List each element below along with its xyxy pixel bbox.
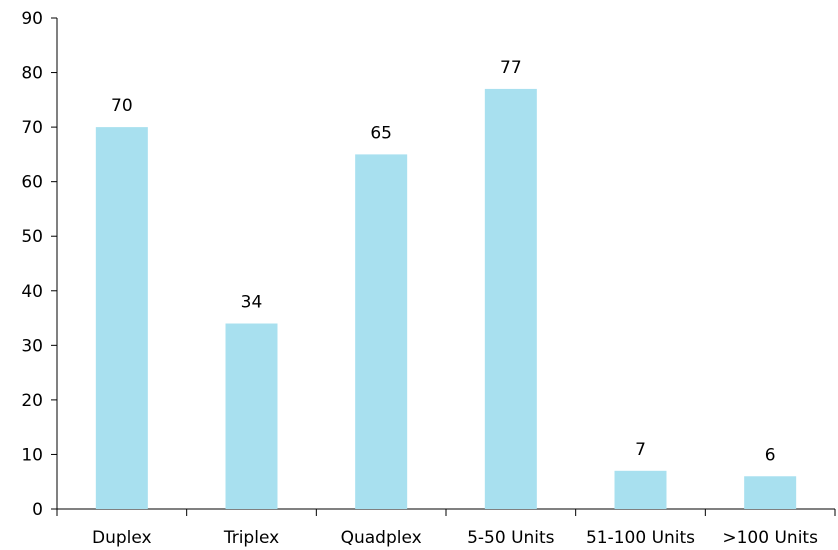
y-tick-label: 40: [21, 282, 43, 302]
y-tick-label: 50: [21, 227, 43, 247]
bar: [744, 476, 797, 509]
category-label: 5-50 Units: [467, 528, 555, 548]
data-label: 77: [500, 58, 522, 78]
category-label: Triplex: [223, 528, 279, 548]
y-tick-label: 10: [21, 445, 43, 465]
bar: [225, 323, 278, 509]
y-tick-label: 90: [21, 9, 43, 29]
y-tick-label: 30: [21, 336, 43, 356]
y-tick-label: 70: [21, 118, 43, 138]
data-label: 34: [241, 293, 263, 313]
category-label: Duplex: [92, 528, 152, 548]
y-tick-label: 80: [21, 64, 43, 84]
bar: [484, 88, 537, 509]
bar: [614, 470, 667, 509]
category-label: >100 Units: [722, 528, 818, 548]
category-label: Quadplex: [341, 528, 422, 548]
data-label: 65: [370, 123, 392, 143]
data-label: 7: [635, 440, 646, 460]
bar: [355, 154, 408, 509]
y-tick-label: 20: [21, 391, 43, 411]
y-tick-label: 0: [32, 500, 43, 520]
data-label: 6: [765, 445, 776, 465]
y-tick-label: 60: [21, 173, 43, 193]
category-label: 51-100 Units: [586, 528, 695, 548]
plot-area: 0 10 20 30 40 50 60 70 80 90 70 Duplex 34 Triplex 65 Qu…: [21, 9, 836, 548]
data-label: 70: [111, 96, 133, 116]
bar: [95, 127, 148, 509]
